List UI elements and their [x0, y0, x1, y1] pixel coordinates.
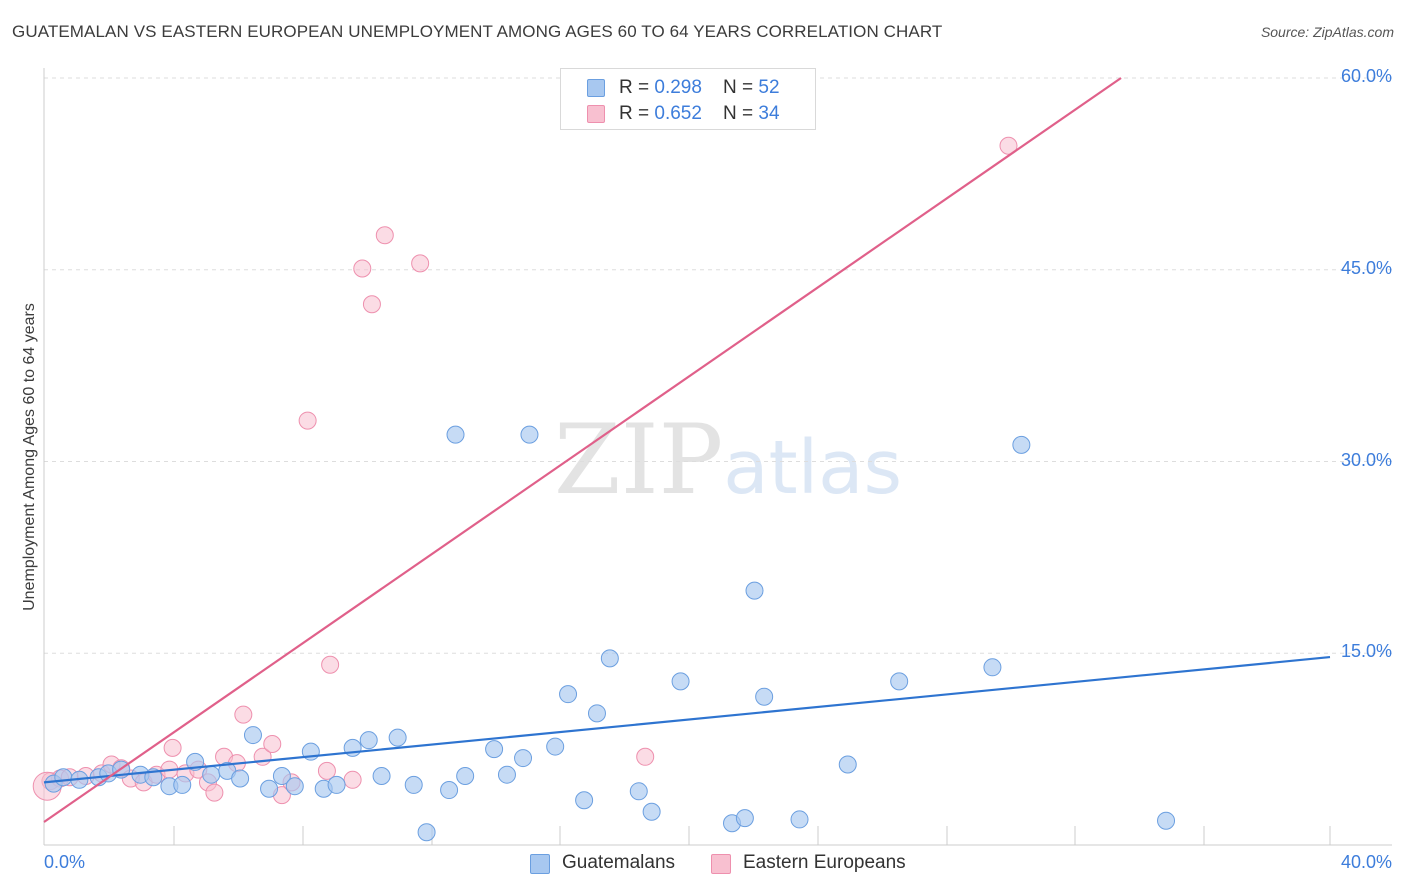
guatemalans-point — [202, 765, 221, 784]
eastern-europeans-point — [234, 705, 253, 724]
eastern-europeans-point — [999, 136, 1018, 155]
guatemalans-point — [173, 775, 192, 794]
guatemalans-point — [404, 775, 423, 794]
axes — [43, 68, 1392, 846]
guatemalans-point — [446, 425, 465, 444]
grid-lines — [44, 77, 1392, 654]
bottom-legend-label: Eastern Europeans — [743, 852, 906, 873]
x-tick-label: 0.0% — [44, 852, 86, 872]
legend-n-label: N = — [723, 103, 759, 124]
source-label: Source: ZipAtlas.com — [1260, 24, 1394, 40]
guatemalans-point — [790, 810, 809, 829]
watermark-zip: ZIP — [554, 404, 724, 516]
guatemalans-point — [838, 755, 857, 774]
guatemalans-point — [54, 768, 73, 787]
trend-lines — [43, 77, 1331, 823]
guatemalans-point — [440, 781, 459, 800]
guatemalans-point — [243, 726, 262, 745]
legend-r-label: R = — [619, 103, 655, 124]
guatemalans-point — [745, 581, 764, 600]
guatemalans-point — [388, 728, 407, 747]
eastern-europeans-point — [205, 783, 224, 802]
guatemalans-point — [629, 782, 648, 801]
guatemalans-point — [642, 802, 661, 821]
watermark: ZIPatlas — [554, 404, 902, 516]
eastern-europeans-point — [321, 655, 340, 674]
guatemalans-point — [514, 749, 533, 768]
eastern-europeans-point — [636, 747, 655, 766]
x-tick-label: 40.0% — [1340, 852, 1392, 872]
eastern-europeans-point — [353, 259, 372, 278]
guatemalans-point — [600, 649, 619, 668]
legend-swatch-pink — [587, 105, 605, 123]
legend-swatch-blue — [587, 79, 605, 97]
eastern-europeans-point — [163, 738, 182, 757]
guatemalans-point — [497, 765, 516, 784]
guatemalans-point — [272, 766, 291, 785]
eastern-europeans-point — [362, 295, 381, 314]
y-tick-label: 45.0% — [1340, 257, 1392, 278]
guatemalans-points — [44, 425, 1176, 842]
chart-title: GUATEMALAN VS EASTERN EUROPEAN UNEMPLOYM… — [12, 22, 943, 41]
legend-r-value: 0.652 — [654, 103, 702, 124]
guatemalans-point — [359, 731, 378, 750]
guatemalans-point — [983, 658, 1002, 677]
guatemalans-point — [417, 823, 436, 842]
eastern-europeans-point — [298, 411, 317, 430]
bottom-legend-label: Guatemalans — [562, 852, 676, 873]
eastern-europeans-point — [263, 735, 282, 754]
guatemalans-point — [587, 704, 606, 723]
eastern-europeans-point — [317, 761, 336, 780]
y-tick-label: 60.0% — [1340, 66, 1392, 86]
guatemalans-point — [260, 779, 279, 798]
legend-n-label: N = — [723, 77, 759, 98]
guatemalans-point — [755, 687, 774, 706]
guatemalans-point — [1012, 435, 1031, 454]
guatemalans-point — [559, 685, 578, 704]
guatemalans-point — [1157, 811, 1176, 830]
y-tick-label: 15.0% — [1340, 641, 1392, 662]
guatemalans-point — [456, 766, 475, 785]
guatemalans-point — [671, 672, 690, 691]
guatemalans-point — [546, 737, 565, 756]
legend-n-value: 34 — [758, 103, 780, 124]
guatemalans-trendline — [43, 655, 1331, 784]
legend-r-value: 0.298 — [654, 77, 702, 98]
eastern-europeans-point — [343, 770, 362, 789]
guatemalans-point — [231, 769, 250, 788]
eastern-europeans-point — [375, 226, 394, 245]
eastern-europeans-points — [32, 136, 1018, 805]
guatemalans-point — [890, 672, 909, 691]
guatemalans-point — [372, 766, 391, 785]
guatemalans-point — [735, 809, 754, 828]
eastern-europeans-trendline — [43, 77, 1122, 823]
bottom-legend-swatch-blue — [530, 854, 550, 874]
guatemalans-point — [327, 775, 346, 794]
legend-r-label: R = — [619, 77, 655, 98]
bottom-legend-swatch-pink — [711, 854, 731, 874]
guatemalans-point — [520, 425, 539, 444]
guatemalans-point — [575, 791, 594, 810]
legend-n-value: 52 — [758, 77, 780, 98]
watermark-atlas: atlas — [723, 425, 903, 511]
guatemalans-point — [285, 777, 304, 796]
guatemalans-point — [485, 740, 504, 759]
y-tick-label: 30.0% — [1340, 449, 1392, 470]
eastern-europeans-point — [411, 254, 430, 273]
correlation-legend: R = 0.298 N = 52 R = 0.652 N = 34 — [560, 68, 816, 130]
